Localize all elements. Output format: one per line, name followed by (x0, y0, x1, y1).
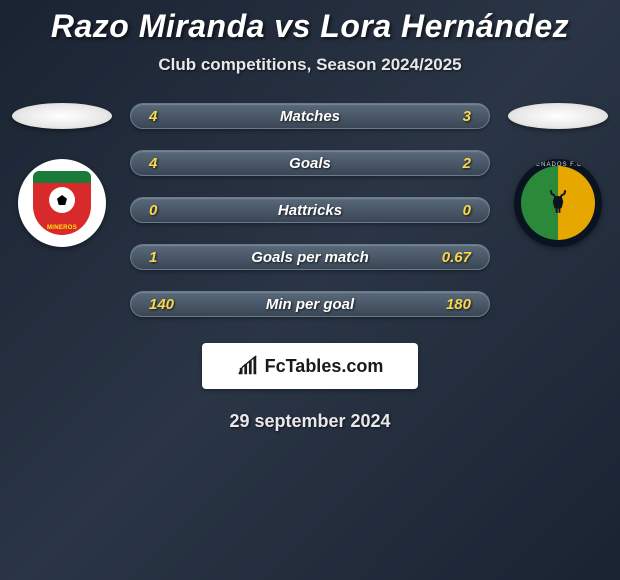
stat-value-right: 180 (431, 296, 471, 313)
stat-row-goals: 4 Goals 2 (130, 150, 490, 176)
stat-row-min-per-goal: 140 Min per goal 180 (130, 291, 490, 317)
logo-inner-circle (521, 166, 595, 240)
stat-row-matches: 4 Matches 3 (130, 103, 490, 129)
stat-row-goals-per-match: 1 Goals per match 0.67 (130, 244, 490, 270)
left-player-column: MINEROS (12, 103, 112, 247)
infographic-root: Razo Miranda vs Lora Hernández Club comp… (0, 0, 620, 432)
soccer-ball-icon (49, 187, 75, 213)
date-text: 29 september 2024 (0, 411, 620, 432)
club-name-left: MINEROS (33, 225, 91, 231)
main-area: MINEROS 4 Matches 3 4 Goals 2 0 Hattrick… (0, 103, 620, 317)
stat-value-left: 4 (149, 155, 189, 172)
brand-attribution: FcTables.com (202, 343, 418, 389)
stat-value-right: 3 (431, 108, 471, 125)
page-title: Razo Miranda vs Lora Hernández (0, 8, 620, 45)
stat-value-right: 0 (431, 202, 471, 219)
stat-label: Goals (289, 155, 331, 172)
page-subtitle: Club competitions, Season 2024/2025 (0, 55, 620, 75)
shield-icon: MINEROS (33, 171, 91, 235)
stat-value-left: 0 (149, 202, 189, 219)
player-photo-placeholder-left (12, 103, 112, 129)
stat-value-left: 140 (149, 296, 189, 313)
player-photo-placeholder-right (508, 103, 608, 129)
club-logo-left: MINEROS (18, 159, 106, 247)
stat-value-right: 0.67 (431, 249, 471, 266)
brand-text: FcTables.com (265, 356, 384, 377)
deer-icon (541, 186, 575, 220)
stat-value-left: 1 (149, 249, 189, 266)
stat-label: Hattricks (278, 202, 342, 219)
stat-row-hattricks: 0 Hattricks 0 (130, 197, 490, 223)
stat-value-right: 2 (431, 155, 471, 172)
club-logo-right: VENADOS F.C. (514, 159, 602, 247)
right-player-column: VENADOS F.C. (508, 103, 608, 247)
stat-label: Goals per match (251, 249, 369, 266)
stat-label: Min per goal (266, 296, 354, 313)
stat-label: Matches (280, 108, 340, 125)
stat-value-left: 4 (149, 108, 189, 125)
bar-chart-icon (237, 355, 259, 377)
stats-column: 4 Matches 3 4 Goals 2 0 Hattricks 0 1 Go… (130, 103, 490, 317)
